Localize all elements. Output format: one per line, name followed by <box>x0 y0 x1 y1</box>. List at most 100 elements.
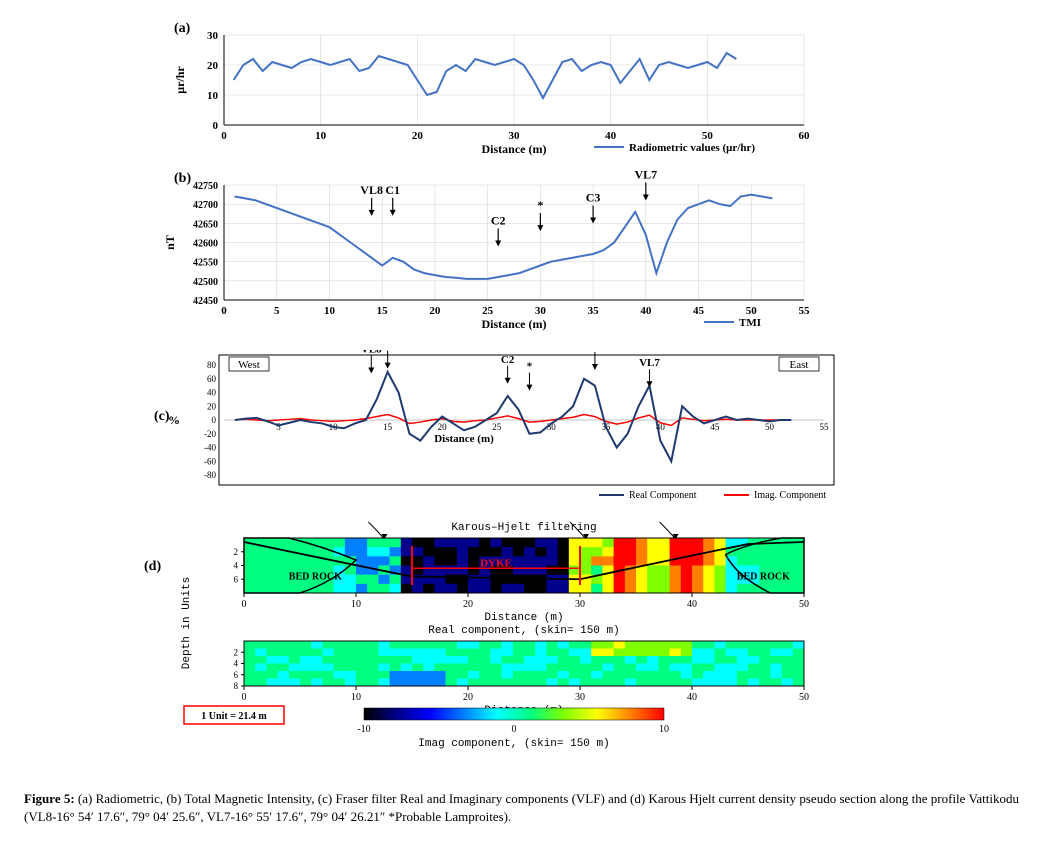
svg-text:20: 20 <box>438 422 448 432</box>
svg-text:50: 50 <box>702 130 714 142</box>
svg-text:C1: C1 <box>385 183 400 197</box>
svg-text:Distance (m): Distance (m) <box>482 317 547 331</box>
svg-text:42550: 42550 <box>193 258 218 269</box>
svg-text:1 Unit = 21.4 m: 1 Unit = 21.4 m <box>201 711 267 722</box>
svg-text:C2: C2 <box>491 214 506 228</box>
svg-text:C3: C3 <box>586 191 601 205</box>
svg-text:6: 6 <box>234 670 239 680</box>
svg-text:Real Component: Real Component <box>629 490 697 501</box>
svg-text:42450: 42450 <box>193 296 218 307</box>
svg-text:nT: nT <box>163 235 177 250</box>
svg-text:VL7: VL7 <box>634 170 657 182</box>
panel-c: (c) WestEast-80-60-40-200204060805101520… <box>24 350 1024 510</box>
svg-text:25: 25 <box>482 305 494 317</box>
caption-text: (a) Radiometric, (b) Total Magnetic Inte… <box>24 791 1019 824</box>
svg-text:Depth in Units: Depth in Units <box>181 577 193 669</box>
svg-text:0: 0 <box>221 130 227 142</box>
svg-text:10: 10 <box>659 724 669 735</box>
panel-b-svg: (b) 424504250042550426004265042700427500… <box>144 170 904 340</box>
svg-text:40: 40 <box>687 692 697 703</box>
svg-text:Shear Zone: Shear Zone <box>645 520 695 522</box>
panel-c-svg: (c) WestEast-80-60-40-200204060805101520… <box>144 350 924 510</box>
figure-caption: Figure 5: (a) Radiometric, (b) Total Mag… <box>24 790 1024 826</box>
svg-text:VL8: VL8 <box>361 350 382 355</box>
svg-text:30: 30 <box>575 692 585 703</box>
svg-text:50: 50 <box>799 692 809 703</box>
figure-number: Figure 5: <box>24 791 75 806</box>
svg-text:42750: 42750 <box>193 181 218 192</box>
svg-text:15: 15 <box>377 305 389 317</box>
svg-text:15: 15 <box>383 422 393 432</box>
svg-text:55: 55 <box>820 422 830 432</box>
svg-text:Karous–Hjelt filtering: Karous–Hjelt filtering <box>451 522 596 534</box>
svg-text:%: % <box>168 413 180 427</box>
svg-text:Distance (m): Distance (m) <box>484 612 563 624</box>
svg-text:42500: 42500 <box>193 277 218 288</box>
svg-text:30: 30 <box>207 30 219 42</box>
svg-text:2: 2 <box>234 647 239 657</box>
svg-text:0: 0 <box>242 692 247 703</box>
svg-text:20: 20 <box>463 599 473 610</box>
svg-text:50: 50 <box>799 599 809 610</box>
svg-text:20: 20 <box>463 692 473 703</box>
svg-text:42600: 42600 <box>193 239 218 250</box>
svg-text:Real component, (skin= 150 m): Real component, (skin= 150 m) <box>428 625 619 637</box>
svg-text:40: 40 <box>640 305 652 317</box>
svg-text:50: 50 <box>746 305 758 317</box>
svg-text:-10: -10 <box>357 724 370 735</box>
svg-text:10: 10 <box>207 90 219 102</box>
panel-d-svg: (d) Karous–Hjelt filteringShear ZoneShea… <box>104 520 964 780</box>
svg-text:West: West <box>238 359 260 371</box>
svg-text:0: 0 <box>242 599 247 610</box>
svg-text:30: 30 <box>509 130 521 142</box>
panel-a-svg: (a) 01020300102030405060μr/hrDistance (m… <box>144 20 904 160</box>
panel-d-label: (d) <box>144 559 161 574</box>
svg-text:BED ROCK: BED ROCK <box>289 571 342 582</box>
svg-text:Imag component, (skin= 150 m): Imag component, (skin= 150 m) <box>418 738 609 750</box>
svg-text:20: 20 <box>207 60 219 72</box>
svg-text:2: 2 <box>234 547 239 557</box>
svg-text:Radiometric values (μr/hr): Radiometric values (μr/hr) <box>629 142 755 154</box>
svg-text:4: 4 <box>234 659 239 669</box>
svg-text:Distance (m): Distance (m) <box>482 142 547 156</box>
svg-text:5: 5 <box>276 422 281 432</box>
svg-text:42700: 42700 <box>193 200 218 211</box>
svg-text:35: 35 <box>588 305 600 317</box>
svg-text:45: 45 <box>710 422 720 432</box>
svg-text:*: * <box>527 361 533 373</box>
svg-text:20: 20 <box>429 305 441 317</box>
svg-text:Shear Zone: Shear Zone <box>556 520 606 522</box>
svg-text:25: 25 <box>492 422 502 432</box>
svg-text:*: * <box>537 198 543 212</box>
svg-text:20: 20 <box>207 401 217 411</box>
svg-text:BED ROCK: BED ROCK <box>737 571 790 582</box>
panel-d: (d) Karous–Hjelt filteringShear ZoneShea… <box>24 520 1024 780</box>
svg-text:10: 10 <box>351 599 361 610</box>
svg-text:DYKE: DYKE <box>480 558 512 570</box>
svg-text:8: 8 <box>234 681 239 691</box>
svg-text:VL7: VL7 <box>639 357 660 369</box>
svg-text:TMI: TMI <box>739 317 761 329</box>
svg-text:10: 10 <box>324 305 336 317</box>
svg-text:-20: -20 <box>204 429 216 439</box>
svg-text:0: 0 <box>212 415 217 425</box>
svg-text:4: 4 <box>234 561 239 571</box>
svg-text:VL8: VL8 <box>360 183 383 197</box>
svg-text:-80: -80 <box>204 470 216 480</box>
svg-text:Imag. Component: Imag. Component <box>754 490 826 501</box>
svg-text:40: 40 <box>207 388 217 398</box>
svg-text:45: 45 <box>693 305 705 317</box>
svg-text:30: 30 <box>535 305 547 317</box>
svg-text:Distance (m): Distance (m) <box>434 433 494 445</box>
svg-text:40: 40 <box>605 130 617 142</box>
svg-text:6: 6 <box>234 574 239 584</box>
svg-text:10: 10 <box>351 692 361 703</box>
panel-a: (a) 01020300102030405060μr/hrDistance (m… <box>24 20 1024 160</box>
panel-b: (b) 424504250042550426004265042700427500… <box>24 170 1024 340</box>
svg-text:42650: 42650 <box>193 219 218 230</box>
panel-a-label: (a) <box>174 21 191 36</box>
svg-text:80: 80 <box>207 360 217 370</box>
svg-text:5: 5 <box>274 305 280 317</box>
svg-text:60: 60 <box>207 374 217 384</box>
svg-text:50: 50 <box>765 422 775 432</box>
